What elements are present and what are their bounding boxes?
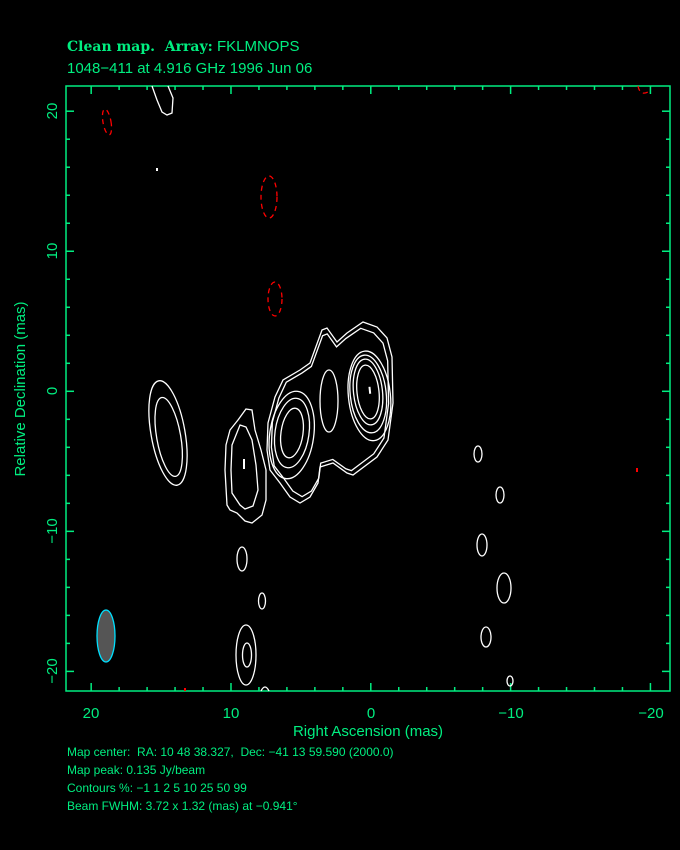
small-component [257,592,267,610]
small-component [260,686,270,692]
x-tick-label: 0 [367,705,375,722]
knot-component [319,369,339,433]
x-tick-label: −10 [498,705,523,722]
core-component [347,350,392,442]
small-component [236,546,248,572]
small-component [506,675,514,687]
negative-contours [101,85,649,691]
small-component [476,533,488,557]
map-title: Clean map. Array: FKLMNOPS [67,38,299,55]
y-tick-label: 0 [44,387,61,395]
plot-frame [65,85,671,692]
positive-contours [148,85,514,692]
small-component [496,572,512,604]
y-axis-label: Relative Declination (mas) [12,301,29,476]
y-tick-label: −20 [44,658,61,683]
small-component [473,445,483,463]
middle-component [268,390,316,480]
x-axis-label: Right Ascension (mas) [293,723,443,740]
beam-ellipse [96,609,116,663]
contours-text: Contours %: −1 1 2 5 10 25 50 99 [67,781,247,795]
small-component [480,626,492,648]
array-name: FKLMNOPS [216,38,300,55]
map-peak-text: Map peak: 0.135 Jy/beam [67,763,206,777]
x-tick-label: −20 [638,705,663,722]
axis-ticks [66,86,670,691]
y-tick-label: 10 [44,243,61,260]
small-component [235,624,257,686]
map-subtitle: 1048−411 at 4.916 GHz 1996 Jun 06 [67,60,313,77]
x-tick-label: 10 [223,705,240,722]
small-component [241,642,253,668]
map-center-text: Map center: RA: 10 48 38.327, Dec: −41 1… [67,745,394,759]
top-component [151,85,174,116]
far-left-component [148,380,188,486]
beam-text: Beam FWHM: 3.72 x 1.32 (mas) at −0.941° [67,799,298,813]
x-tick-label: 20 [83,705,100,722]
left-component [224,408,267,524]
y-tick-label: −10 [44,518,61,543]
envelope-contour [267,322,393,503]
y-tick-label: 20 [44,103,61,120]
title-prefix: Clean map. Array: [67,39,213,55]
small-component [495,486,505,504]
